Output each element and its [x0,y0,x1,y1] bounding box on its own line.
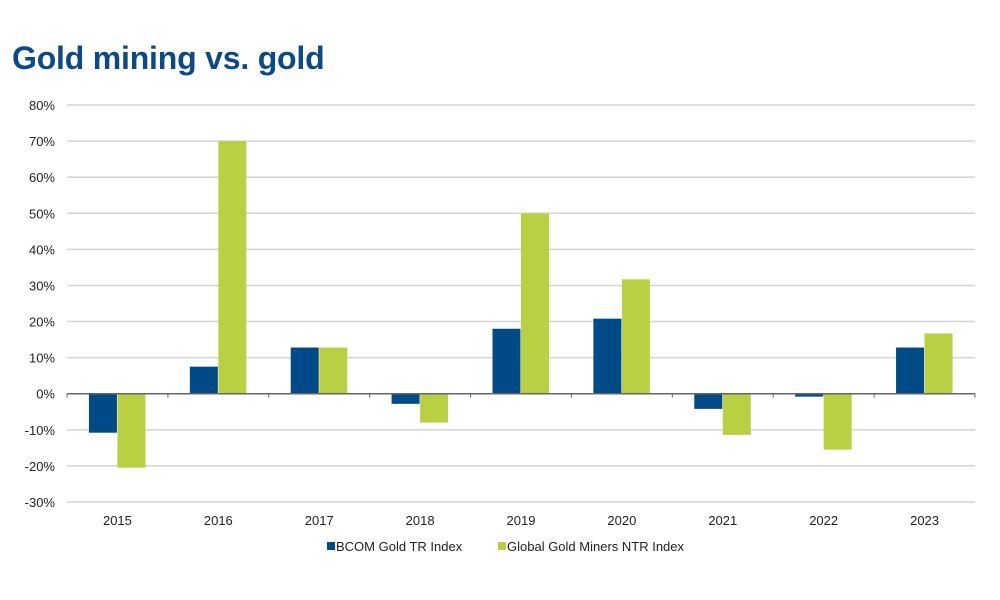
y-tick-label: 70% [29,134,55,149]
y-tick-label: 30% [29,278,55,293]
x-tick-label: 2017 [305,513,334,528]
x-tick-label: 2018 [406,513,435,528]
x-tick-label: 2016 [204,513,233,528]
bar-gold-miners-2018 [420,393,449,423]
bar-bcom-gold-2016 [189,366,218,394]
x-tick-label: 2019 [507,513,536,528]
legend: BCOM Gold TR Index Global Gold Miners NTR… [327,539,685,554]
bar-gold-miners-2021 [722,393,751,435]
bar-bcom-gold-2023 [896,347,925,394]
bar-bcom-gold-2022 [795,393,824,397]
x-tick-label: 2023 [910,513,939,528]
bar-bcom-gold-2021 [694,393,723,409]
bar-bcom-gold-2020 [593,318,622,394]
y-tick-label: -10% [25,423,56,438]
bar-bcom-gold-2018 [391,393,420,404]
x-tick-label: 2022 [809,513,838,528]
bar-gold-miners-2017 [319,347,348,394]
bar-gold-miners-2022 [823,393,852,450]
bar-bcom-gold-2017 [290,347,319,394]
chart-title: Gold mining vs. gold [12,40,325,76]
bar-gold-miners-2016 [218,141,247,394]
bar-bcom-gold-2019 [492,328,521,394]
bars [88,141,953,468]
x-tick-labels: 2015 2016 2017 2018 2019 2020 2021 2022 2023 [103,513,939,528]
x-axis [66,392,976,398]
legend-swatch-gold-miners [498,542,506,550]
bar-gold-miners-2019 [521,213,549,394]
x-tick-label: 2021 [708,513,737,528]
y-tick-label: 80% [29,98,55,113]
bar-gold-miners-2020 [621,279,650,394]
legend-swatch-bcom-gold [327,542,335,550]
y-tick-label: 50% [29,206,55,221]
x-tick-label: 2020 [607,513,636,528]
legend-label: Global Gold Miners NTR Index [507,539,685,554]
bar-gold-miners-2015 [117,393,146,468]
y-tick-label: 40% [29,242,55,257]
y-tick-label: 0% [36,387,55,402]
y-tick-labels: -30% -20% -10% 0% 10% 20% 30% 40% 50% 60% 70% 80% [25,98,56,510]
y-tick-label: 10% [29,351,55,366]
y-tick-label: 60% [29,170,55,185]
y-tick-label: 20% [29,315,55,330]
bar-gold-miners-2023 [924,333,953,394]
x-tick-label: 2015 [103,513,132,528]
y-tick-label: -20% [25,459,56,474]
bar-bcom-gold-2015 [88,393,117,433]
y-tick-label: -30% [25,495,56,510]
legend-label: BCOM Gold TR Index [336,539,463,554]
